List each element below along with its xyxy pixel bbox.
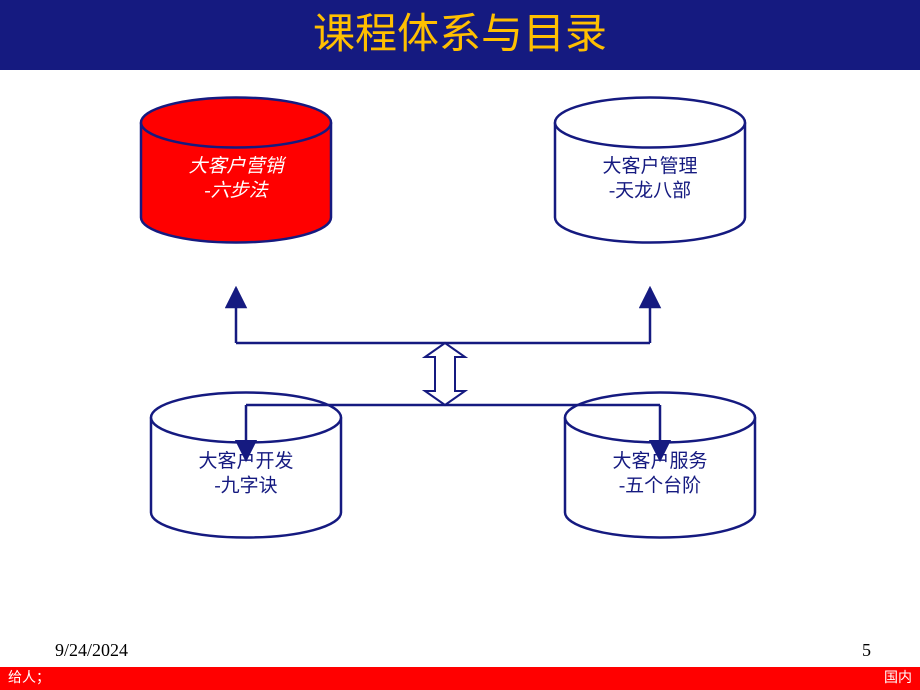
page-number: 5 — [862, 640, 871, 661]
date-text: 9/24/2024 — [55, 640, 128, 661]
svg-text:-天龙八部: -天龙八部 — [609, 180, 691, 202]
svg-text:-五个台阶: -五个台阶 — [619, 475, 701, 497]
title-bar: 课程体系与目录 — [0, 0, 920, 70]
diagram: 大客户营销-六步法大客户管理-天龙八部大客户开发-九字诀大客户服务-五个台阶 — [0, 70, 920, 640]
svg-text:大客户营销: 大客户营销 — [188, 155, 286, 177]
svg-text:-六步法: -六步法 — [204, 181, 269, 202]
bottom-bar: 给人； 国内 — [0, 667, 920, 690]
slide: 课程体系与目录 大客户营销-六步法大客户管理-天龙八部大客户开发-九字诀大客户服… — [0, 0, 920, 690]
bottom-right-text: 国内 — [884, 669, 912, 688]
slide-title: 课程体系与目录 — [313, 12, 607, 58]
svg-text:大客户管理: 大客户管理 — [602, 155, 697, 177]
bottom-left-text: 给人； — [8, 669, 50, 688]
svg-text:-九字诀: -九字诀 — [214, 475, 277, 497]
